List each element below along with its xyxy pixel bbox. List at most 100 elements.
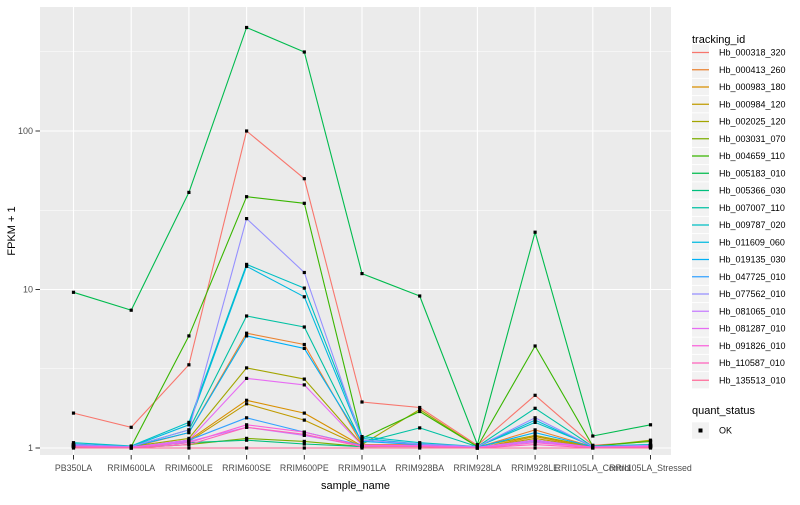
- legend-entry: Hb_135513_010: [692, 372, 786, 389]
- data-point: [71, 411, 76, 415]
- data-point: [360, 446, 364, 450]
- data-point: [245, 425, 249, 429]
- data-point: [533, 446, 537, 450]
- legend-quant-status: quant_status OK: [692, 405, 755, 439]
- data-point: [302, 50, 306, 54]
- data-point: [302, 270, 306, 275]
- data-point: [533, 230, 537, 234]
- data-point: [533, 428, 537, 432]
- legend-label: Hb_047725_010: [719, 272, 786, 282]
- data-point: [71, 290, 76, 294]
- data-point: [418, 426, 422, 430]
- data-point: [245, 423, 249, 427]
- data-point: [245, 402, 249, 406]
- data-point: [245, 376, 249, 380]
- data-point: [591, 434, 595, 438]
- data-point: [245, 195, 249, 199]
- legend-label: Hb_004659_110: [719, 151, 785, 161]
- x-tick-label: RRIM928LA: [453, 463, 501, 473]
- data-point: [302, 439, 306, 443]
- legend-key-point: [698, 428, 703, 433]
- data-point: [302, 377, 306, 381]
- data-point: [360, 435, 364, 439]
- legend-label: Hb_005183_010: [719, 168, 786, 178]
- legend-entry: Hb_009787_020: [692, 216, 786, 234]
- legend-entry: Hb_003031_070: [692, 130, 786, 147]
- data-point: [187, 334, 191, 338]
- data-point: [187, 431, 191, 435]
- data-point: [245, 314, 249, 318]
- y-axis-title: FPKM + 1: [6, 206, 18, 255]
- data-point: [245, 129, 249, 133]
- legend-entry: Hb_019135_030: [692, 251, 786, 268]
- legend-label: Hb_077562_010: [719, 289, 786, 299]
- data-point: [591, 446, 595, 450]
- legend-entry: Hb_005183_010: [692, 165, 786, 182]
- legend-entry: Hb_002025_120: [692, 113, 786, 130]
- legend-label: Hb_002025_120: [719, 117, 786, 127]
- data-point: [533, 438, 537, 442]
- data-point: [187, 436, 191, 440]
- data-point: [360, 272, 364, 276]
- data-point: [245, 331, 249, 335]
- data-point: [302, 201, 306, 205]
- data-point: [533, 344, 537, 348]
- x-tick-label: RRIM928LE: [511, 463, 559, 473]
- data-point: [187, 441, 191, 445]
- data-point: [360, 438, 364, 442]
- data-point: [533, 433, 537, 437]
- data-point: [648, 423, 653, 427]
- data-point: [187, 438, 191, 442]
- data-point: [245, 264, 249, 268]
- legend-entry: Hb_000983_180: [692, 78, 786, 96]
- data-point: [302, 432, 306, 436]
- legend-entry: Hb_007007_110: [692, 199, 785, 216]
- data-point: [418, 407, 422, 412]
- x-tick-label: RRIM600PE: [280, 463, 329, 473]
- data-point: [71, 446, 76, 450]
- legend-label: Hb_019135_030: [719, 255, 786, 265]
- data-point: [360, 436, 364, 440]
- data-point: [129, 308, 133, 312]
- data-point: [302, 295, 306, 299]
- data-point: [533, 393, 537, 397]
- data-point: [187, 423, 191, 427]
- x-tick-label: RRIM600SE: [222, 463, 271, 473]
- data-point: [302, 342, 306, 347]
- axis-ticks: [35, 130, 651, 460]
- x-tick-label: RRIM600LE: [165, 463, 213, 473]
- data-point: [245, 25, 249, 30]
- legend-entry: Hb_091826_010: [692, 337, 786, 354]
- legend-label: Hb_000318_320: [719, 48, 786, 58]
- data-point: [302, 346, 306, 350]
- legend-entry: Hb_000318_320: [692, 44, 786, 61]
- data-point: [418, 294, 422, 298]
- data-point: [475, 446, 479, 450]
- data-point: [533, 418, 537, 422]
- data-point: [533, 416, 537, 420]
- data-point: [360, 400, 364, 404]
- legend-entry: Hb_047725_010: [692, 268, 786, 285]
- data-point: [418, 405, 422, 410]
- legend-label: Hb_000413_260: [719, 65, 786, 75]
- legend-label: Hb_091826_010: [719, 341, 786, 351]
- data-point: [648, 446, 653, 450]
- data-point: [302, 418, 306, 422]
- plot-panel: [40, 7, 671, 455]
- legend-entry: Hb_110587_010: [692, 354, 785, 372]
- x-tick-label: RRII105LA_Stressed: [609, 463, 692, 473]
- x-tick-label: RRIM600LA: [107, 463, 155, 473]
- legend-label: Hb_007007_110: [719, 203, 785, 213]
- legend-label: OK: [719, 426, 732, 436]
- data-point: [533, 420, 537, 424]
- legend-label: Hb_011609_060: [719, 237, 785, 247]
- y-tick-label: 1: [28, 443, 33, 453]
- data-point: [245, 334, 249, 338]
- data-point: [533, 431, 537, 435]
- legend-label: Hb_000983_180: [719, 82, 786, 92]
- data-point: [475, 443, 479, 447]
- legend-entry: Hb_081065_010: [692, 303, 786, 320]
- data-point: [187, 190, 191, 194]
